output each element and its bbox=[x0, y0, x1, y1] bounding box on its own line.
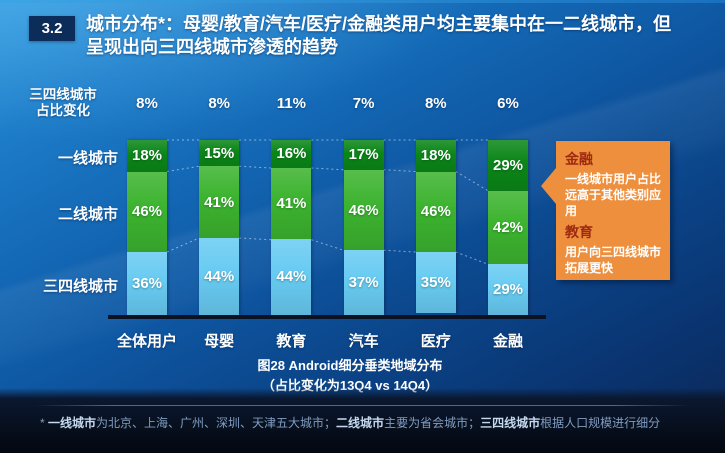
bar-医疗: 18% 46% 35% bbox=[415, 140, 456, 315]
change-value: 6% bbox=[497, 95, 519, 112]
connector-line bbox=[383, 169, 416, 172]
connector-line bbox=[383, 249, 416, 253]
bar-汽车: 17% 46% 37% bbox=[343, 140, 384, 315]
change-row-label-line2: 占比变化 bbox=[36, 103, 90, 118]
segment-value-label: 37% bbox=[348, 274, 379, 292]
footnote: * 一线城市为北京、上海、广州、深圳、天津五大城市；二线城市主要为省会城市；三四… bbox=[40, 414, 700, 431]
series-label-二线城市: 二线城市 bbox=[57, 205, 118, 223]
segment-value-label: 46% bbox=[420, 203, 451, 221]
category-label-金融: 金融 bbox=[492, 333, 523, 350]
bar-教育: 16% 41% 44% bbox=[271, 140, 312, 315]
segment-一线城市: 15% bbox=[199, 140, 240, 167]
segment-二线城市: 46% bbox=[415, 171, 456, 252]
segment-value-label: 18% bbox=[131, 147, 163, 165]
segment-二线城市: 41% bbox=[199, 166, 240, 238]
connector-line bbox=[166, 165, 200, 172]
category-label-母婴: 母婴 bbox=[204, 333, 235, 350]
connector-line bbox=[311, 239, 344, 251]
category-label-汽车: 汽车 bbox=[348, 333, 379, 350]
callout-body: 一线城市用户占比远高于其他类别应用 bbox=[565, 172, 662, 218]
series-label-三四线城市: 三四线城市 bbox=[42, 277, 118, 295]
segment-value-label: 42% bbox=[492, 219, 524, 236]
footnote-text: 主要为省会城市； bbox=[384, 416, 481, 430]
segment-三四线城市: 36% bbox=[127, 252, 167, 315]
category-label-教育: 教育 bbox=[276, 333, 307, 350]
bar-母婴: 15% 41% 44% bbox=[199, 140, 240, 315]
series-label-一线城市: 一线城市 bbox=[57, 149, 118, 167]
segment-二线城市: 41% bbox=[271, 167, 312, 239]
connector-line bbox=[455, 171, 489, 192]
segment-三四线城市: 29% bbox=[488, 264, 528, 315]
connector-line bbox=[239, 165, 272, 169]
change-value: 11% bbox=[276, 95, 306, 112]
segment-一线城市: 18% bbox=[127, 140, 167, 172]
segment-三四线城市: 44% bbox=[271, 238, 312, 315]
change-value: 7% bbox=[352, 95, 375, 112]
segment-value-label: 41% bbox=[204, 193, 235, 211]
segment-value-label: 44% bbox=[276, 268, 307, 286]
footnote-text: * bbox=[40, 416, 49, 430]
connector-line bbox=[166, 237, 200, 253]
segment-value-label: 29% bbox=[492, 156, 524, 174]
change-value: 8% bbox=[136, 95, 158, 112]
footnote-text: 根据人口规模进行细分 bbox=[540, 416, 661, 430]
callout-heading: 教育 bbox=[565, 224, 593, 240]
change-value: 8% bbox=[424, 95, 447, 112]
footnote-divider bbox=[35, 405, 690, 406]
segment-value-label: 15% bbox=[204, 144, 235, 162]
segment-value-label: 46% bbox=[131, 203, 163, 221]
callout-body: 用户向三四线城市拓展更快 bbox=[565, 245, 662, 275]
segment-value-label: 36% bbox=[131, 275, 163, 292]
chart-caption: 图28 Android细分垂类地域分布 bbox=[257, 358, 443, 373]
segment-二线城市: 46% bbox=[343, 169, 384, 251]
slide-title: 城市分布*：母婴/教育/汽车/医疗/金融类用户均主要集中在一二线城市，但呈现出向… bbox=[86, 14, 672, 57]
segment-三四线城市: 44% bbox=[199, 238, 240, 315]
segment-value-label: 18% bbox=[420, 147, 451, 165]
segment-三四线城市: 35% bbox=[415, 252, 456, 314]
category-label-全体用户: 全体用户 bbox=[116, 333, 177, 350]
connector-line bbox=[311, 167, 344, 171]
segment-一线城市: 29% bbox=[488, 140, 528, 191]
segment-一线城市: 17% bbox=[343, 140, 384, 170]
change-row-label-line1: 三四线城市 bbox=[29, 87, 97, 102]
segment-value-label: 17% bbox=[348, 146, 379, 164]
segment-一线城市: 16% bbox=[271, 140, 312, 168]
segment-value-label: 35% bbox=[420, 274, 451, 292]
segment-value-label: 16% bbox=[276, 145, 307, 163]
segment-一线城市: 18% bbox=[415, 140, 456, 172]
change-value: 8% bbox=[208, 95, 231, 112]
callout-box: 金融一线城市用户占比远高于其他类别应用教育用户向三四线城市拓展更快 bbox=[541, 141, 670, 280]
bottom-band: * 一线城市为北京、上海、广州、深圳、天津五大城市；二线城市主要为省会城市；三四… bbox=[0, 388, 725, 453]
segment-二线城市: 46% bbox=[127, 171, 167, 252]
chart-baseline bbox=[108, 315, 546, 319]
bar-全体用户: 18% 46% 36% bbox=[127, 140, 167, 315]
callout-heading: 金融 bbox=[565, 151, 593, 167]
footnote-term: 一线城市 bbox=[48, 416, 97, 430]
segment-value-label: 44% bbox=[204, 268, 235, 285]
segment-三四线城市: 37% bbox=[343, 250, 384, 315]
section-number-badge: 3.2 bbox=[29, 16, 75, 41]
segment-value-label: 41% bbox=[276, 194, 307, 212]
bar-金融: 29% 42% 29% bbox=[488, 140, 528, 315]
footnote-term: 三四线城市 bbox=[480, 416, 541, 430]
callout-items: 金融一线城市用户占比远高于其他类别应用教育用户向三四线城市拓展更快 bbox=[565, 149, 662, 276]
segment-value-label: 46% bbox=[348, 201, 379, 219]
segment-value-label: 29% bbox=[492, 281, 524, 299]
category-label-医疗: 医疗 bbox=[420, 333, 451, 350]
connector-line bbox=[455, 251, 489, 265]
connector-line bbox=[239, 237, 272, 241]
segment-二线城市: 42% bbox=[488, 190, 528, 265]
footnote-term: 二线城市 bbox=[336, 416, 385, 430]
callout-arrow-left-icon bbox=[541, 168, 556, 204]
footnote-text: 为北京、上海、广州、深圳、天津五大城市； bbox=[96, 416, 337, 430]
change-row-label: 三四线城市 占比变化 bbox=[8, 87, 118, 119]
